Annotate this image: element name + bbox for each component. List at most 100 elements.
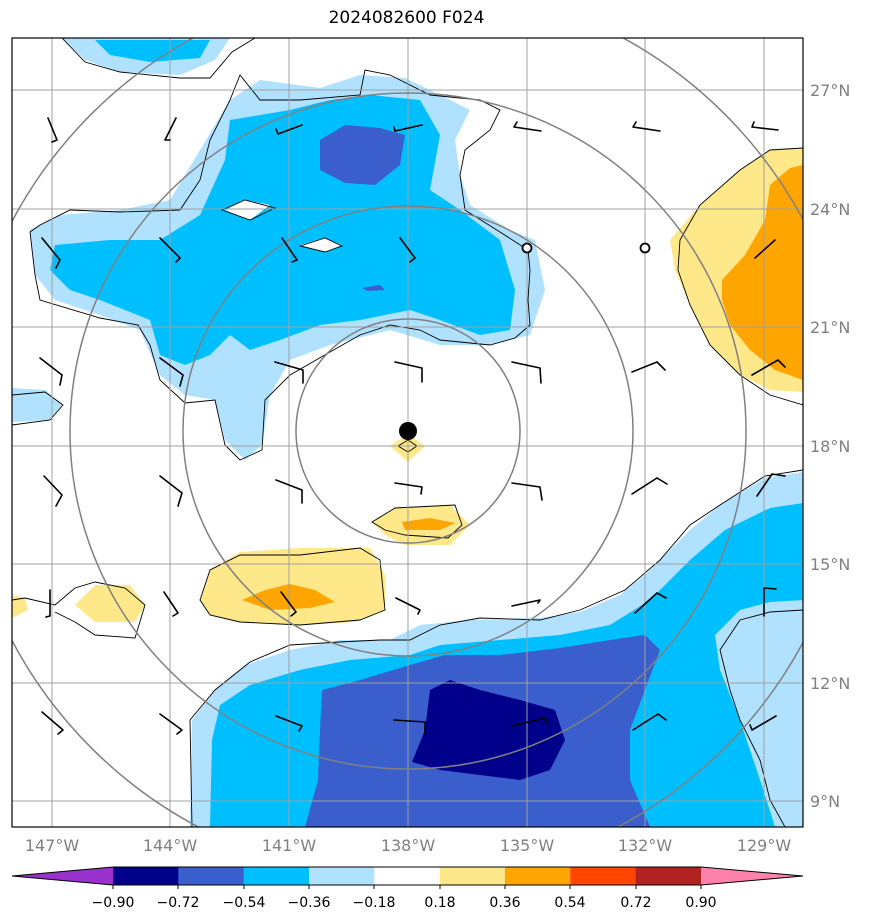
wind-barb xyxy=(159,475,183,507)
wind-barb xyxy=(634,592,667,614)
wind-barb xyxy=(754,239,776,259)
map-plot-area xyxy=(12,38,803,827)
contour-weak-positive xyxy=(75,585,145,622)
lat-label: 18°N xyxy=(810,437,850,456)
latitude-axis: 27°N 24°N 21°N 18°N 15°N 12°N 9°N xyxy=(810,81,850,811)
contour-positive xyxy=(722,165,803,380)
contour-negative xyxy=(362,285,385,291)
wind-barb xyxy=(763,587,777,617)
lon-label: 141°W xyxy=(262,836,317,855)
lon-label: 132°W xyxy=(618,836,673,855)
wind-barb xyxy=(632,713,667,731)
wind-barb xyxy=(41,711,64,735)
colorbar-label: 0.54 xyxy=(554,895,585,911)
colorbar-segments xyxy=(12,867,803,885)
storm-center-marker xyxy=(399,422,417,440)
wind-barb xyxy=(274,361,304,384)
colorbar-segment xyxy=(113,867,179,885)
longitude-axis: 147°W 144°W 141°W 138°W 135°W 132°W 129°… xyxy=(25,836,792,855)
colorbar-extend-high xyxy=(701,867,803,885)
lat-label: 12°N xyxy=(810,674,850,693)
lat-label: 21°N xyxy=(810,318,850,337)
wind-barbs xyxy=(39,117,786,735)
colorbar-ticks xyxy=(112,885,702,889)
graticule xyxy=(12,38,803,827)
lat-label: 27°N xyxy=(810,81,850,100)
colorbar-segment xyxy=(635,867,702,885)
wind-barb xyxy=(280,591,297,617)
colorbar-label: 0.18 xyxy=(424,895,455,911)
range-rings xyxy=(12,38,803,827)
wind-barb xyxy=(163,591,179,617)
colorbar-segment xyxy=(570,867,637,885)
colorbar-label: −0.36 xyxy=(288,895,331,911)
colorbar-segment xyxy=(243,867,310,885)
map-title: 2024082600 F024 xyxy=(328,8,485,28)
colorbar-segment xyxy=(505,867,571,885)
colorbar-label: −0.72 xyxy=(157,895,200,911)
range-ring-outer xyxy=(69,92,747,770)
lon-label: 135°W xyxy=(500,836,555,855)
contour-weak-positive-hole xyxy=(225,200,270,220)
lon-label: 147°W xyxy=(25,836,80,855)
contour-weak-negative xyxy=(12,388,62,422)
wind-barb xyxy=(513,121,542,132)
wind-barb xyxy=(159,237,181,263)
plot-frame xyxy=(11,37,804,828)
contour-weak-positive xyxy=(12,595,28,618)
colorbar: −0.90 −0.72 −0.54 −0.36 −0.18 0.18 0.36 … xyxy=(11,866,804,911)
lat-label: 15°N xyxy=(810,555,850,574)
wind-barb xyxy=(164,117,177,141)
lon-label: 144°W xyxy=(143,836,198,855)
colorbar-label: 0.72 xyxy=(620,895,651,911)
wind-barb xyxy=(749,715,777,731)
wind-barb xyxy=(281,237,298,263)
colorbar-label: 0.36 xyxy=(489,895,520,911)
wind-barb xyxy=(395,597,421,615)
wind-barb xyxy=(394,361,423,383)
wind-barb xyxy=(511,717,549,727)
wind-barb xyxy=(631,477,668,495)
colorbar-label: −0.18 xyxy=(353,895,396,911)
zero-contour-lines xyxy=(12,38,803,827)
wind-barb xyxy=(275,124,303,135)
wind-barb xyxy=(159,357,184,387)
contour-moderate-negative xyxy=(95,40,210,62)
lon-label: 138°W xyxy=(381,836,436,855)
position-marker xyxy=(639,242,651,254)
wind-barb xyxy=(631,361,666,373)
range-ring-middle xyxy=(182,205,634,657)
position-marker xyxy=(521,242,533,254)
wind-barb xyxy=(511,482,543,501)
wind-barb xyxy=(39,357,63,386)
wind-barb xyxy=(393,719,426,735)
colorbar-extend-low xyxy=(12,867,113,885)
wind-barb xyxy=(275,479,303,504)
wind-barb xyxy=(756,473,786,497)
wind-barb xyxy=(45,589,51,618)
colorbar-label: −0.90 xyxy=(92,895,135,911)
wind-barb xyxy=(159,713,183,735)
lon-label: 129°W xyxy=(737,836,792,855)
wind-barb xyxy=(751,359,786,376)
contour-positive xyxy=(402,518,455,530)
colorbar-segment xyxy=(374,867,441,885)
wind-barb xyxy=(43,475,63,507)
colorbar-segment xyxy=(178,867,245,885)
wind-barb xyxy=(399,237,416,263)
colorbar-segment xyxy=(439,867,506,885)
wind-barb xyxy=(751,121,779,131)
wind-barb xyxy=(47,117,58,143)
lat-label: 9°N xyxy=(810,792,840,811)
colorbar-segment xyxy=(309,867,375,885)
wind-barb xyxy=(511,599,541,607)
contour-negative xyxy=(320,125,405,185)
wind-barb xyxy=(393,124,423,132)
wind-barb xyxy=(511,361,542,384)
colorbar-label: −0.54 xyxy=(223,895,266,911)
wind-barb xyxy=(394,482,423,495)
range-ring-inner xyxy=(295,318,521,544)
colorbar-label: 0.90 xyxy=(685,895,716,911)
wind-barb xyxy=(632,121,661,132)
